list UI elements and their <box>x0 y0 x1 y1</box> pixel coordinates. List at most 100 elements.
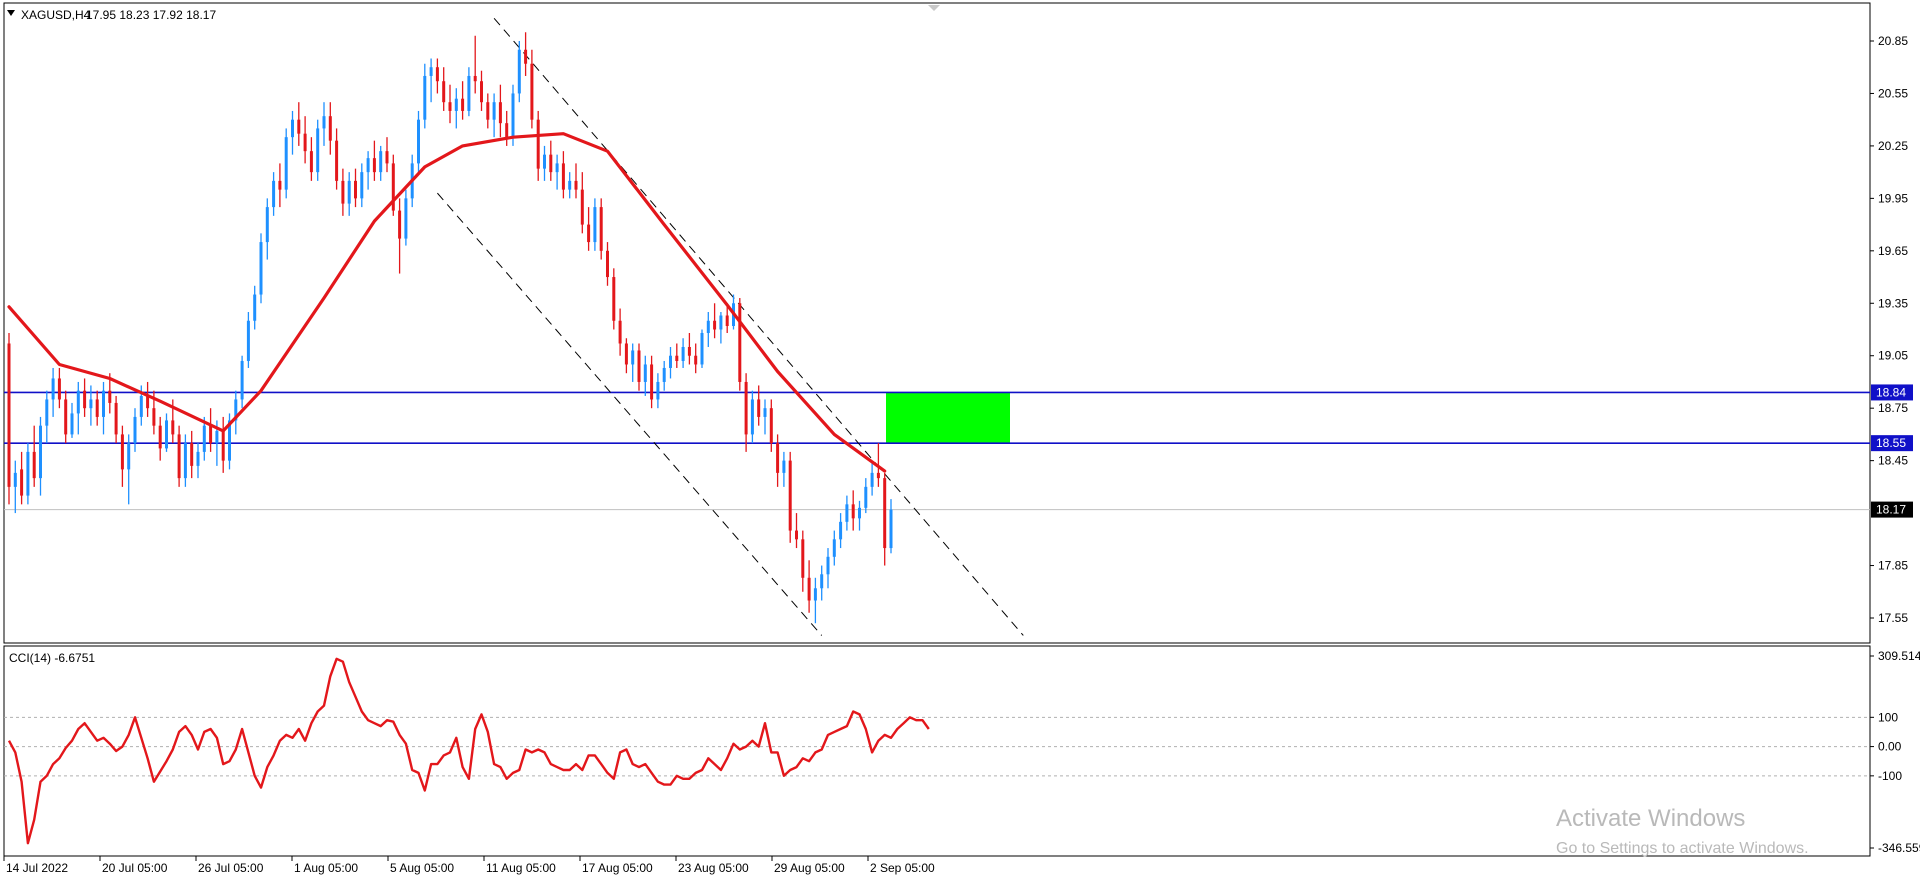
candle-body <box>322 116 326 129</box>
price-axis-label: 19.95 <box>1878 191 1908 205</box>
candle-body <box>354 180 357 199</box>
candle-body <box>549 154 553 173</box>
activate-windows-title: Activate Windows <box>1556 805 1745 832</box>
price-axis-label: 20.55 <box>1878 86 1908 100</box>
price-axis-label: 20.85 <box>1878 34 1908 48</box>
candle-body <box>486 102 490 120</box>
candle-body <box>473 75 477 82</box>
candle-body <box>511 93 515 138</box>
candle-body <box>801 539 805 578</box>
candle-body <box>139 395 143 417</box>
candle-body <box>108 390 112 403</box>
candle-body <box>832 539 836 557</box>
candle-body <box>763 408 767 417</box>
time-axis-label: 2 Sep 05:00 <box>870 861 935 875</box>
time-axis-label: 5 Aug 05:00 <box>390 861 454 875</box>
time-axis-label: 23 Aug 05:00 <box>678 861 749 875</box>
candle-body <box>568 180 572 190</box>
candle-body <box>744 381 748 435</box>
candle-body <box>561 163 565 190</box>
time-axis-label: 1 Aug 05:00 <box>294 861 358 875</box>
candle-body <box>39 425 42 479</box>
candle-body <box>543 154 546 169</box>
candle-body <box>851 504 855 519</box>
candle-body <box>146 395 150 409</box>
candle-body <box>813 588 817 601</box>
candle-body <box>26 451 30 496</box>
moving-average-line[interactable] <box>7 132 887 473</box>
cci-line[interactable] <box>7 657 930 845</box>
candle-body <box>587 224 591 243</box>
candle-body <box>152 408 156 426</box>
candle-body <box>536 119 540 169</box>
candle-body <box>89 399 93 409</box>
candle-body <box>127 443 131 470</box>
price-axis-label: 19.35 <box>1878 296 1908 310</box>
candle-body <box>687 346 691 356</box>
candle-body <box>498 102 502 124</box>
candle-body <box>442 81 446 103</box>
candle-body <box>284 137 288 190</box>
candle-body <box>461 98 465 111</box>
cci-axis-label: 309.514 <box>1878 649 1920 663</box>
candle-body <box>158 425 162 449</box>
supply-zone-rectangle[interactable] <box>886 392 1010 444</box>
candle-body <box>650 364 654 400</box>
candle-body <box>675 355 679 361</box>
candle-body <box>606 250 609 278</box>
candle-body <box>656 381 660 400</box>
candle-body <box>190 443 194 466</box>
trend-channel-line[interactable] <box>493 17 1024 636</box>
candle-body <box>694 355 698 365</box>
candle-body <box>272 180 276 208</box>
candle-body <box>599 207 603 251</box>
candle-body <box>492 102 496 120</box>
candle-body <box>246 320 250 361</box>
candle-body <box>643 364 647 382</box>
indicator-pane[interactable] <box>3 645 1871 857</box>
price-tag <box>1871 384 1913 401</box>
indicator-label: CCI(14) -6.6751 <box>9 651 95 665</box>
candle-body <box>738 303 742 382</box>
candle-body <box>278 180 282 190</box>
candle-body <box>662 367 666 382</box>
symbol-label: XAGUSD,H4 <box>21 8 91 22</box>
candle-body <box>177 434 181 479</box>
candle-body <box>574 180 578 190</box>
candle-body <box>524 49 528 64</box>
candle-body <box>631 350 635 365</box>
candle-body <box>183 443 187 479</box>
candle-body <box>807 577 811 601</box>
price-tag <box>1871 501 1913 518</box>
candle-body <box>681 346 685 361</box>
price-axis-label: 17.55 <box>1878 611 1908 625</box>
time-axis-label: 26 Jul 05:00 <box>198 861 264 875</box>
candle-body <box>876 472 880 479</box>
candle-body <box>316 128 320 173</box>
time-axis-label: 14 Jul 2022 <box>6 861 68 875</box>
candle-body <box>366 158 370 173</box>
candle-body <box>133 416 137 444</box>
candle-body <box>196 451 200 466</box>
cci-axis-label: -100 <box>1878 769 1902 783</box>
candle-body <box>83 390 87 409</box>
candle-body <box>7 343 11 487</box>
dropdown-triangle-icon[interactable] <box>7 10 15 16</box>
candle-body <box>820 574 824 589</box>
candle-body <box>64 399 68 435</box>
candle-body <box>417 119 420 164</box>
price-pane[interactable] <box>3 2 1871 644</box>
time-axis-label: 11 Aug 05:00 <box>486 861 556 875</box>
candle-body <box>423 75 427 120</box>
candle-body <box>32 451 36 479</box>
candle-body <box>480 81 483 103</box>
candle-body <box>612 277 616 321</box>
candle-body <box>328 116 332 141</box>
price-axis-label: 19.65 <box>1878 244 1908 258</box>
candle-body <box>372 158 376 173</box>
candle-body <box>517 49 521 94</box>
candle-body <box>706 320 710 333</box>
candle-body <box>259 242 263 295</box>
candle-body <box>102 390 105 417</box>
trend-channel-line[interactable] <box>437 192 823 636</box>
